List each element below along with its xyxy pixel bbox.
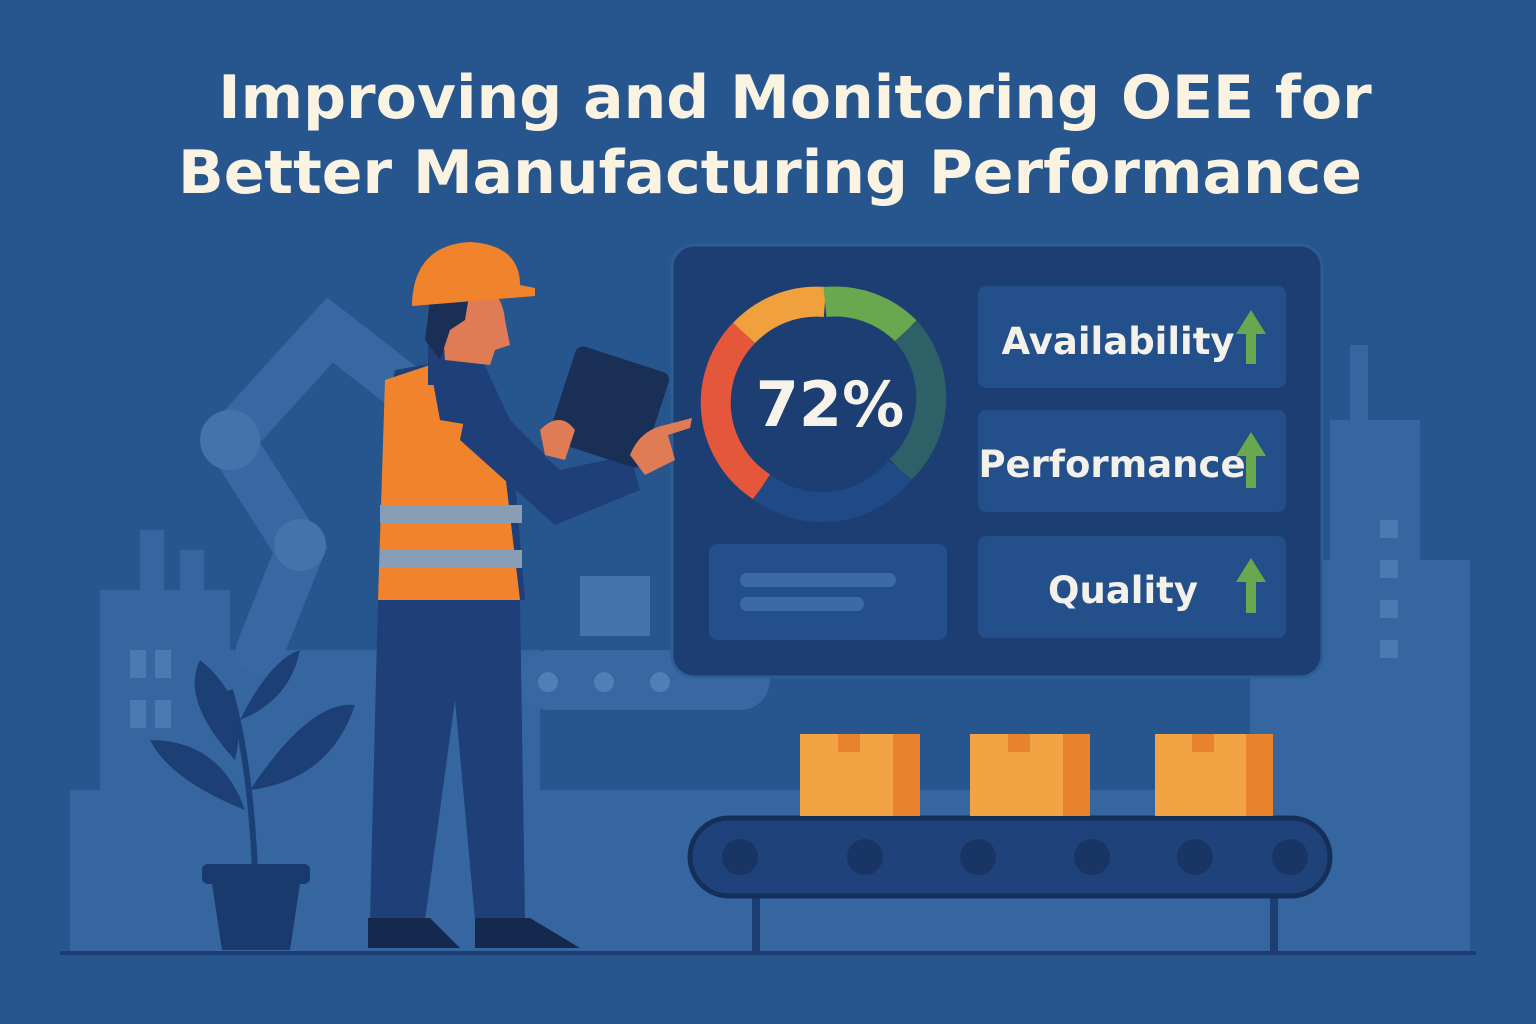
metric-label: Quality	[1048, 569, 1198, 612]
windows	[130, 520, 1398, 728]
title-line: Better Manufacturing Performance	[178, 138, 1362, 208]
gauge-label: 72%	[756, 368, 904, 441]
placeholder-bar	[740, 597, 864, 611]
title-line: Improving and Monitoring OEE for	[218, 63, 1372, 133]
gauge	[700, 286, 947, 523]
metric-cards: Availability Performance Quality	[978, 286, 1286, 638]
plant	[150, 650, 355, 950]
metric-card	[978, 286, 1286, 388]
conveyor	[687, 815, 1333, 952]
info-card	[709, 544, 947, 640]
up-arrows	[1236, 310, 1266, 613]
metric-label: Availability	[1001, 320, 1234, 363]
metric-card	[978, 410, 1286, 512]
worker	[368, 242, 692, 948]
placeholder-bar	[740, 573, 896, 587]
metric-card	[978, 536, 1286, 638]
boxes	[800, 734, 1273, 816]
metric-label: Performance	[978, 443, 1245, 486]
